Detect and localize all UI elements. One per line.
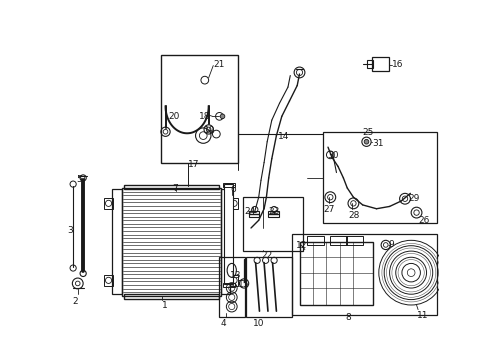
Bar [243,197,303,251]
Bar [218,257,244,317]
Text: 7: 7 [172,184,178,193]
Bar [104,198,113,209]
Text: 30: 30 [326,151,338,160]
Text: 11: 11 [416,311,427,320]
Text: 23: 23 [268,207,280,216]
Bar [248,211,259,217]
Text: 16: 16 [391,60,403,69]
Bar [123,185,219,189]
Text: 21: 21 [213,60,224,69]
Bar [299,242,372,305]
Text: 3: 3 [67,226,73,235]
Bar [345,236,362,245]
Bar [221,189,230,294]
Text: 27: 27 [323,205,334,214]
Text: 10: 10 [253,319,264,328]
Text: 9: 9 [387,240,393,249]
Bar [306,236,324,245]
Text: 24: 24 [244,207,255,216]
Text: 13: 13 [230,271,241,280]
Circle shape [364,139,368,144]
Text: 19: 19 [203,126,215,135]
Text: 8: 8 [345,313,351,322]
Text: 2: 2 [72,297,78,306]
Text: 22: 22 [261,251,272,260]
Bar [111,189,122,294]
Bar [329,236,346,245]
Bar [222,183,234,187]
Text: 1: 1 [162,301,168,310]
Bar [224,184,233,284]
Bar [267,211,278,217]
Circle shape [220,114,224,119]
Circle shape [70,265,76,271]
Bar [245,257,291,317]
Bar [366,60,373,68]
Bar [222,283,234,287]
Bar [322,132,436,222]
Bar [104,275,113,286]
Text: 20: 20 [168,112,180,121]
Text: 12: 12 [295,241,306,250]
Text: 14: 14 [277,132,289,141]
Text: 28: 28 [348,211,360,220]
Text: 18: 18 [199,112,210,121]
Text: 25: 25 [362,128,373,137]
Bar [371,57,388,71]
Text: 17: 17 [187,160,199,169]
Bar [122,188,221,296]
Text: 6: 6 [230,185,236,194]
Text: 4: 4 [221,319,226,328]
Text: 26: 26 [417,216,428,225]
Text: 5: 5 [76,175,82,184]
Bar [161,55,238,163]
Bar [230,198,238,209]
Bar [123,294,219,299]
Circle shape [70,181,76,187]
Text: 29: 29 [408,194,419,203]
Bar [291,234,436,315]
Bar [230,275,238,286]
Text: 15: 15 [238,280,249,289]
Text: 31: 31 [371,139,383,148]
